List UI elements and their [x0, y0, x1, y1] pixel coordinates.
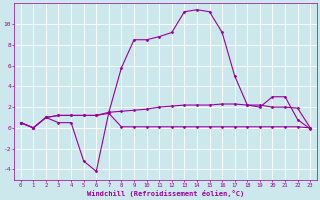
- X-axis label: Windchill (Refroidissement éolien,°C): Windchill (Refroidissement éolien,°C): [87, 190, 244, 197]
